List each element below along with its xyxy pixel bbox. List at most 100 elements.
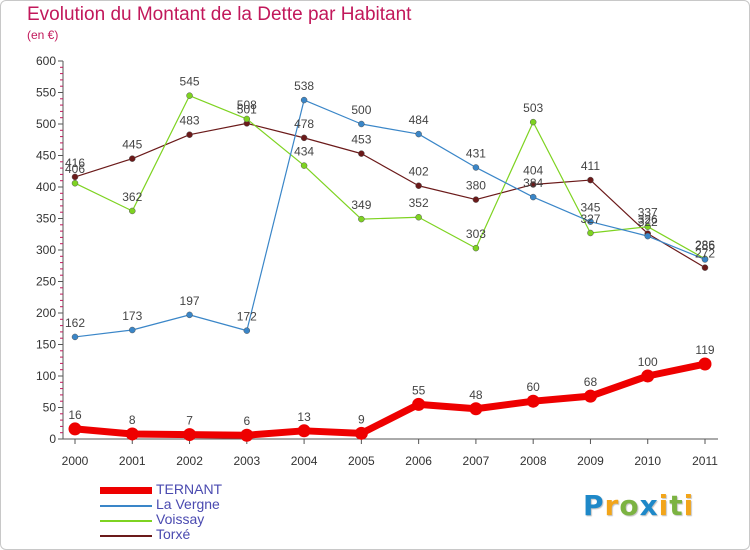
y-tick-label: 350: [36, 212, 56, 226]
legend-swatch: [100, 520, 152, 522]
y-tick-label: 300: [36, 243, 56, 257]
data-label: 286: [695, 238, 715, 252]
data-label: 48: [469, 388, 483, 402]
x-tick-label: 2004: [291, 454, 318, 468]
data-label: 16: [68, 408, 82, 422]
data-label: 6: [243, 414, 250, 428]
series-la-vergne: [71, 96, 709, 341]
data-point: [587, 218, 594, 225]
data-point: [68, 422, 82, 436]
data-label: 500: [351, 103, 371, 117]
series-line: [74, 95, 706, 260]
series-line: [74, 360, 706, 439]
x-tick-label: 2002: [176, 454, 203, 468]
data-point: [698, 357, 712, 371]
axes: 0 50 100 150 200 250 300 350 400 450 500 550 600 2000…: [36, 54, 718, 468]
logo-letter: i: [683, 489, 695, 522]
data-point: [644, 223, 651, 230]
data-point: [183, 428, 197, 442]
data-point: [469, 402, 483, 416]
data-point: [587, 229, 594, 237]
legend-swatch: [100, 505, 152, 507]
data-label: 337: [638, 206, 658, 220]
data-point: [358, 120, 365, 128]
data-label: 478: [294, 117, 314, 131]
y-tick-label: 0: [49, 432, 56, 446]
data-label: 162: [65, 316, 85, 330]
data-point: [412, 397, 426, 411]
data-point: [472, 196, 480, 203]
data-label: 100: [638, 355, 658, 369]
y-tick-label: 550: [36, 86, 56, 100]
data-point: [354, 426, 368, 440]
data-point: [300, 96, 308, 104]
data-point: [472, 244, 480, 252]
series-line: [74, 99, 706, 338]
logo-letter: x: [639, 489, 659, 522]
data-label: 416: [65, 156, 85, 170]
data-label: 503: [523, 101, 543, 115]
data-label: 545: [180, 75, 200, 89]
x-tick-label: 2010: [634, 454, 661, 468]
x-tick-label: 2006: [405, 454, 432, 468]
legend-swatch: [100, 487, 152, 494]
data-point: [129, 207, 136, 215]
data-label: 322: [638, 215, 658, 229]
data-label: 362: [122, 190, 142, 204]
x-tick-label: 2008: [520, 454, 547, 468]
data-point: [243, 115, 251, 123]
x-tick-label: 2000: [62, 454, 89, 468]
series-layer: [68, 92, 712, 442]
data-label: 483: [180, 114, 200, 128]
x-tick-label: 2001: [119, 454, 146, 468]
data-label: 68: [584, 375, 598, 389]
y-tick-label: 500: [36, 117, 56, 131]
logo-letter: t: [669, 489, 684, 522]
logo-letter: r: [604, 489, 620, 522]
chart-title: Evolution du Montant de la Dette par Hab…: [27, 4, 412, 25]
x-tick-label: 2005: [348, 454, 375, 468]
data-point: [529, 181, 537, 188]
data-label: 172: [237, 310, 257, 324]
x-tick-label: 2003: [233, 454, 260, 468]
data-label: 60: [527, 380, 541, 394]
data-point: [701, 256, 709, 263]
data-point: [297, 424, 311, 438]
data-label: 538: [294, 79, 314, 93]
legend-swatch: [100, 535, 152, 537]
y-tick-label: 150: [36, 338, 56, 352]
data-label: 406: [65, 162, 85, 176]
y-tick-label: 200: [36, 306, 56, 320]
data-label: 352: [409, 196, 429, 210]
data-label: 404: [523, 163, 543, 177]
data-point: [587, 176, 594, 184]
data-label: 434: [294, 145, 314, 159]
data-label: 55: [412, 383, 426, 397]
data-label: 384: [523, 176, 543, 190]
data-point: [529, 193, 537, 201]
data-point: [701, 264, 709, 271]
y-tick-label: 600: [36, 54, 56, 68]
y-tick-label: 50: [43, 401, 57, 415]
data-label: 327: [580, 212, 600, 226]
data-point: [186, 311, 193, 319]
data-point: [358, 215, 365, 223]
data-point: [71, 333, 79, 341]
data-label: 345: [580, 201, 600, 215]
data-point: [641, 369, 655, 383]
data-point: [415, 182, 422, 189]
data-label: 285: [695, 238, 715, 252]
data-label: 173: [122, 309, 142, 323]
data-label: 402: [409, 165, 429, 179]
data-point: [243, 327, 251, 334]
x-tick-label: 2009: [577, 454, 604, 468]
y-tick-label: 100: [36, 369, 56, 383]
data-point: [129, 326, 136, 334]
x-tick-label: 2011: [692, 454, 718, 468]
data-label: 326: [638, 213, 658, 227]
data-label: 431: [466, 146, 486, 160]
series-torx-: [71, 120, 709, 271]
legend-label: Voissay: [156, 511, 205, 527]
data-point: [71, 173, 79, 181]
